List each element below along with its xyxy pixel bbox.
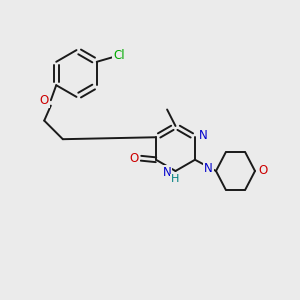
Text: H: H (171, 174, 179, 184)
Text: O: O (40, 94, 49, 107)
Text: O: O (130, 152, 139, 165)
Text: N: N (163, 166, 172, 179)
Text: N: N (199, 129, 208, 142)
Text: O: O (258, 164, 267, 178)
Text: Cl: Cl (113, 49, 125, 62)
Text: N: N (204, 162, 213, 175)
